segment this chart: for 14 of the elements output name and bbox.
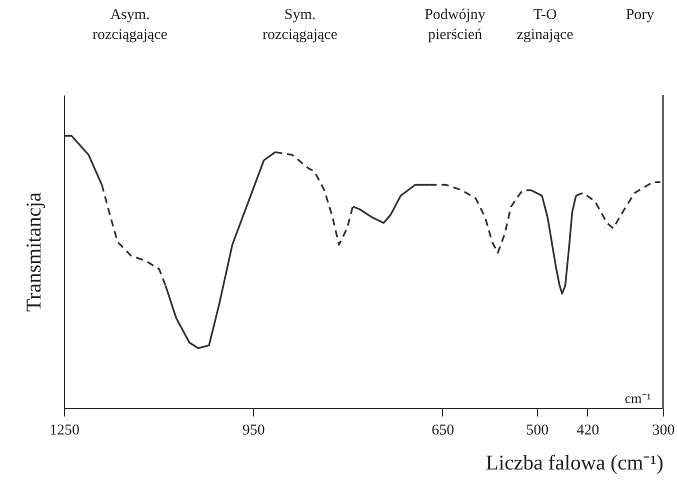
text: Podwójny pierścień: [424, 7, 486, 43]
annotation: cm⁻¹: [624, 392, 651, 407]
x-tick-label: 950: [242, 422, 265, 438]
x-tick-label: 1250: [50, 422, 80, 438]
text: Asym. rozciągające: [92, 7, 168, 43]
text: Pory: [626, 7, 655, 23]
y-axis-title: Transmitancja: [22, 192, 46, 312]
text: Sym. rozciągające: [262, 7, 338, 43]
x-tick-label: 500: [526, 422, 549, 438]
x-axis-title: Liczba falowa (cm⁻¹): [486, 450, 664, 474]
text: T-O zginające: [516, 7, 574, 43]
x-tick-label: 650: [432, 422, 454, 438]
x-tick-label: 420: [576, 422, 600, 438]
x-tick-label: 300: [652, 422, 675, 438]
